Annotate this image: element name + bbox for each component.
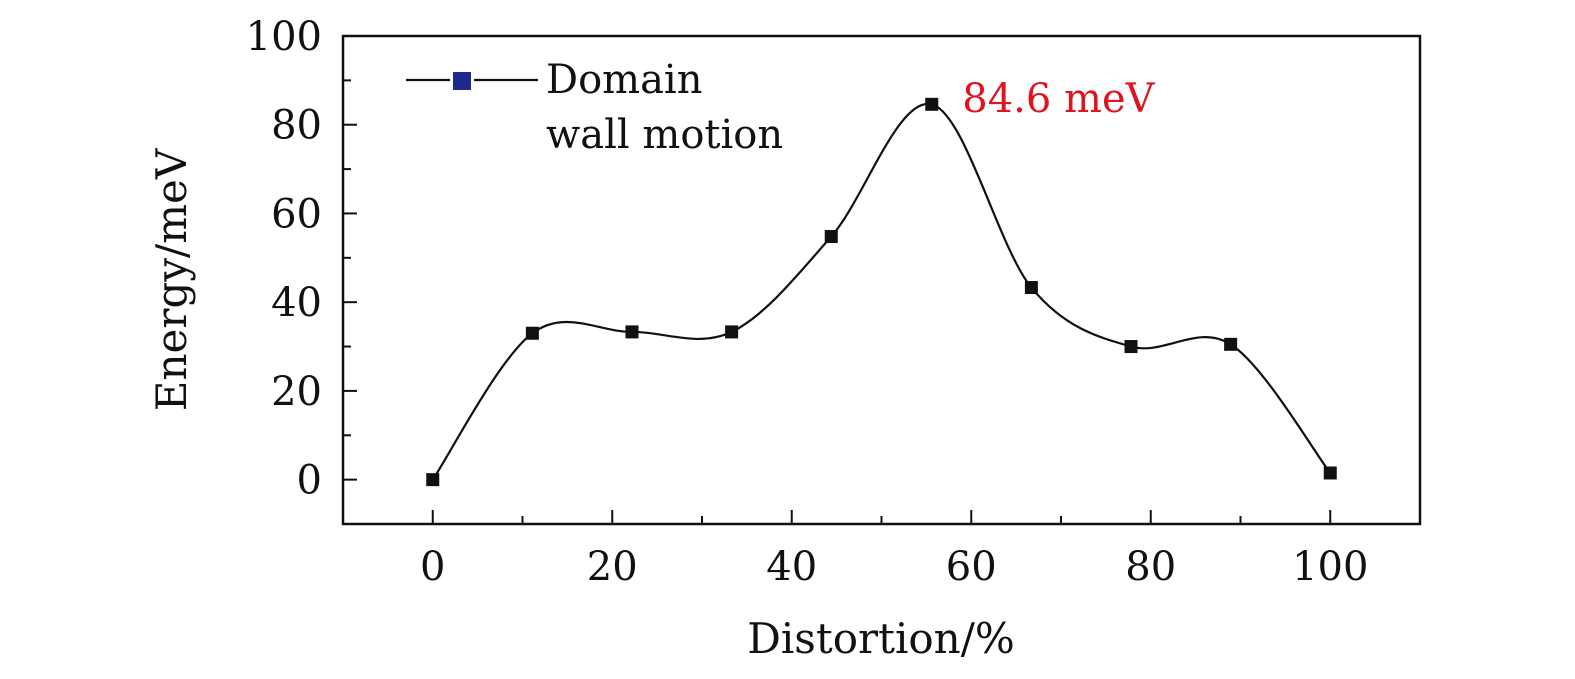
legend: Domain wall motion	[406, 57, 783, 158]
x-tick-label: 20	[587, 544, 638, 590]
series-markers	[426, 97, 1337, 487]
x-tick-label: 100	[1292, 544, 1368, 590]
axis-ticks	[343, 35, 1332, 524]
y-tick-label: 80	[271, 103, 322, 149]
y-tick-label: 20	[271, 369, 322, 415]
data-point	[925, 97, 939, 111]
data-point	[1124, 340, 1138, 354]
plot-frame	[341, 34, 1422, 526]
data-point	[1323, 466, 1337, 480]
peak-annotation: 84.6 meV	[962, 76, 1155, 122]
y-axis-label: Energy/meV	[147, 148, 196, 411]
y-tick-label: 40	[271, 280, 322, 326]
data-point	[725, 325, 739, 339]
data-point	[1224, 337, 1238, 351]
data-point	[625, 325, 639, 339]
series-line	[431, 103, 1332, 481]
legend-marker	[453, 72, 471, 90]
legend-label-line-2: wall motion	[546, 112, 783, 158]
data-point	[824, 230, 838, 244]
legend-label-line-1: Domain	[546, 57, 702, 103]
y-tick-label: 0	[297, 458, 322, 504]
x-tick-label: 60	[946, 544, 997, 590]
x-tick-label: 80	[1125, 544, 1176, 590]
y-tick-label: 60	[271, 191, 322, 237]
plot-frame-group	[341, 34, 1422, 526]
y-tick-label: 100	[246, 14, 322, 60]
x-axis-label: Distortion/%	[747, 614, 1015, 663]
x-tick-label: 40	[766, 544, 817, 590]
data-point	[426, 473, 440, 487]
tick-labels: 0 20 40 60 80 100 0 20 40 60 80 100	[246, 14, 1369, 590]
data-point	[1024, 281, 1038, 295]
x-tick-label: 0	[420, 544, 445, 590]
data-point	[525, 326, 539, 340]
